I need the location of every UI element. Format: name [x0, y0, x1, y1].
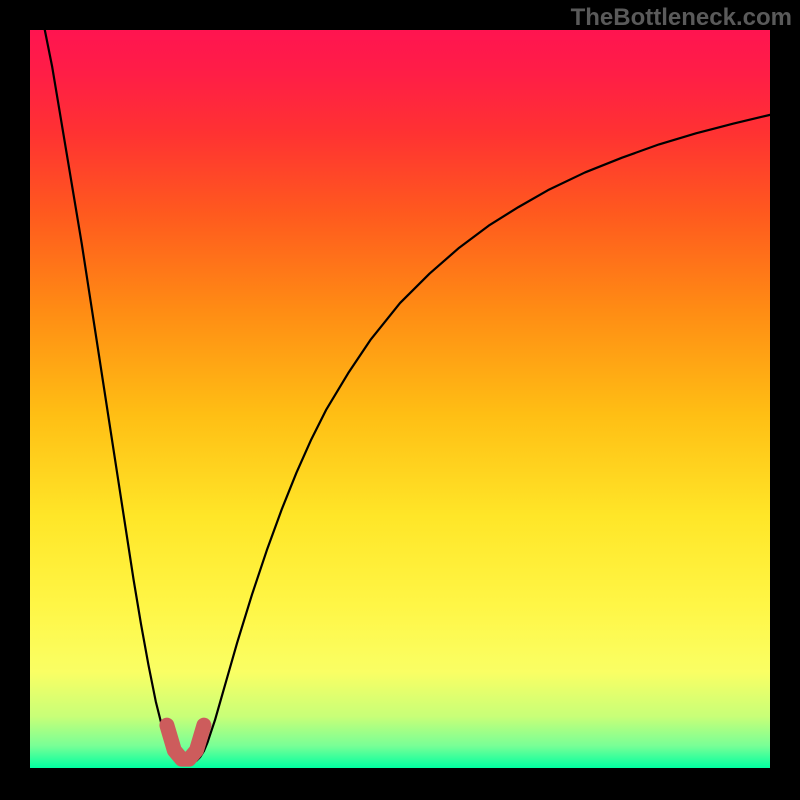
- bottleneck-curve: [45, 30, 770, 763]
- optimal-range-bracket: [167, 725, 204, 759]
- watermark-text: TheBottleneck.com: [571, 4, 792, 32]
- plot-area: [30, 30, 770, 768]
- chart-svg-overlay: [30, 30, 770, 768]
